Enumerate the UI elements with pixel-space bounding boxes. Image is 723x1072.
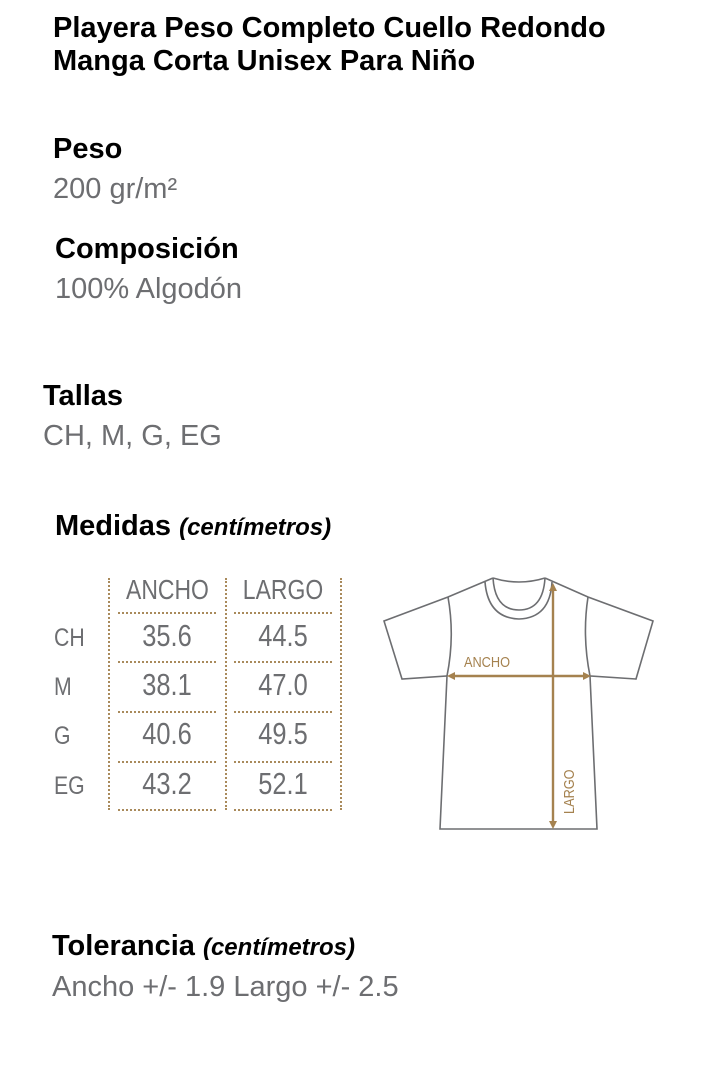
tolerancia-label: Tolerancia bbox=[52, 930, 195, 962]
ancho-diagram-label: ANCHO bbox=[464, 653, 510, 670]
ancho-value: 38.1 bbox=[142, 667, 192, 702]
medidas-unit: (centímetros) bbox=[179, 514, 332, 541]
largo-diagram-label: LARGO bbox=[560, 769, 577, 814]
tolerancia-heading: Tolerancia (centímetros) bbox=[52, 929, 355, 965]
divider bbox=[234, 612, 332, 614]
size-label: CH bbox=[54, 624, 85, 652]
divider bbox=[118, 711, 216, 713]
divider bbox=[118, 809, 216, 811]
arrow-head bbox=[549, 821, 557, 829]
medidas-label: Medidas bbox=[55, 510, 172, 542]
peso-value: 200 gr/m² bbox=[53, 173, 178, 205]
divider bbox=[118, 761, 216, 763]
tshirt-outline bbox=[383, 577, 654, 830]
divider bbox=[234, 711, 332, 713]
divider bbox=[234, 661, 332, 663]
divider bbox=[340, 578, 342, 810]
product-title: Playera Peso Completo Cuello Redondo Man… bbox=[53, 12, 606, 78]
peso-label: Peso bbox=[53, 133, 123, 165]
largo-value: 52.1 bbox=[258, 766, 308, 801]
arrow-head bbox=[549, 583, 557, 591]
ancho-value: 35.6 bbox=[142, 618, 192, 653]
size-label: M bbox=[54, 673, 72, 701]
ancho-value: 43.2 bbox=[142, 766, 192, 801]
largo-value: 49.5 bbox=[258, 716, 308, 751]
divider bbox=[234, 761, 332, 763]
arrow-head bbox=[447, 672, 455, 680]
composicion-label: Composición bbox=[55, 233, 239, 265]
arrow-head bbox=[583, 672, 591, 680]
largo-value: 47.0 bbox=[258, 667, 308, 702]
column-header-largo: LARGO bbox=[242, 574, 324, 605]
tallas-label: Tallas bbox=[43, 380, 124, 412]
tolerancia-value: Ancho +/- 1.9 Largo +/- 2.5 bbox=[52, 971, 399, 1003]
size-label: EG bbox=[54, 772, 85, 800]
divider bbox=[225, 578, 227, 810]
composicion-value: 100% Algodón bbox=[55, 273, 243, 305]
divider bbox=[118, 661, 216, 663]
divider bbox=[118, 612, 216, 614]
largo-value: 44.5 bbox=[258, 618, 308, 653]
column-header-ancho: ANCHO bbox=[126, 574, 209, 605]
medidas-heading: Medidas (centímetros) bbox=[55, 509, 331, 545]
tallas-value: CH, M, G, EG bbox=[43, 420, 222, 452]
tolerancia-unit: (centímetros) bbox=[202, 934, 355, 961]
measure-arrows bbox=[447, 583, 591, 829]
title-line-1: Playera Peso Completo Cuello Redondo bbox=[53, 12, 606, 44]
divider bbox=[108, 578, 110, 810]
ancho-value: 40.6 bbox=[142, 716, 192, 751]
title-line-2: Manga Corta Unisex Para Niño bbox=[53, 45, 476, 77]
divider bbox=[234, 809, 332, 811]
size-label: G bbox=[54, 722, 71, 750]
